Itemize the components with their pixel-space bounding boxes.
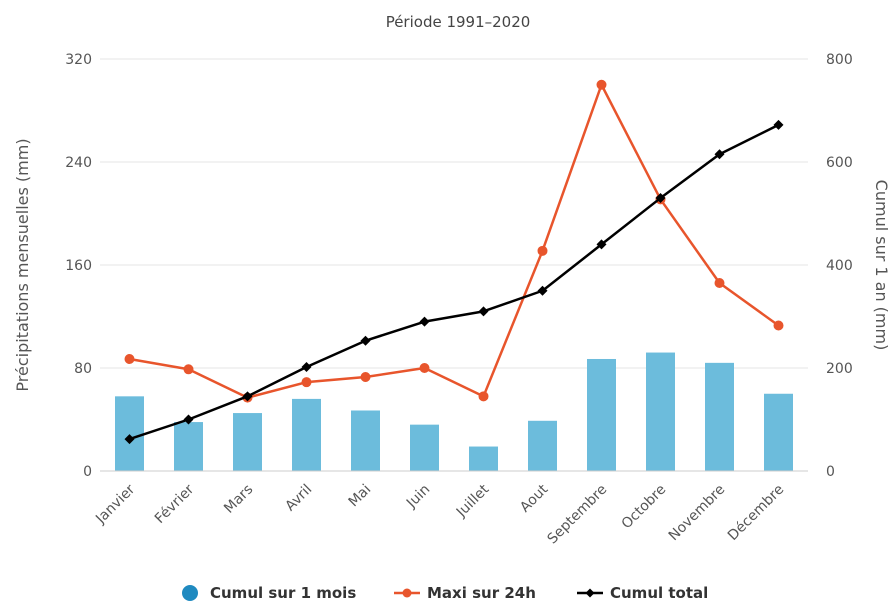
bar-series — [115, 352, 793, 471]
point-marker — [596, 79, 607, 90]
x-tick-label: Juin — [403, 482, 433, 512]
line-series — [124, 79, 784, 445]
gridlines — [100, 58, 808, 369]
point-marker — [537, 285, 548, 296]
bar — [292, 398, 321, 471]
legend-label: Maxi sur 24h — [427, 584, 536, 602]
legend-marker — [182, 585, 198, 601]
chart-title: Période 1991–2020 — [386, 13, 531, 31]
legend-marker — [585, 588, 595, 598]
y-left-tick-label: 160 — [65, 258, 92, 274]
point-marker — [301, 377, 312, 388]
bar — [764, 393, 793, 471]
x-tick-label: Septembre — [545, 482, 611, 548]
x-tick-label: Janvier — [92, 481, 138, 527]
point-marker — [596, 239, 607, 250]
bar — [705, 362, 734, 471]
y-right-tick-label: 0 — [826, 464, 835, 480]
y-left-tick-label: 80 — [74, 361, 92, 377]
series-line — [129, 83, 780, 399]
point-marker — [360, 372, 371, 383]
bar — [410, 424, 439, 471]
point-marker — [183, 364, 194, 375]
bar — [469, 446, 498, 471]
bar — [233, 413, 262, 471]
y-axis-right-ticks: 0 200 400 600 800 — [826, 52, 853, 480]
point-marker — [419, 316, 430, 327]
bar — [646, 352, 675, 471]
legend-marker — [402, 588, 412, 598]
x-axis-ticks: Janvier Février Mars Avril Mai Juin Juillet Aou… — [92, 481, 787, 547]
legend-label: Cumul total — [610, 584, 708, 602]
point-marker — [773, 119, 784, 130]
legend: Cumul sur 1 mois Maxi sur 24h Cumul total — [182, 584, 708, 602]
y-left-tick-label: 240 — [65, 155, 92, 171]
point-marker — [537, 245, 548, 256]
point-marker — [655, 193, 666, 204]
x-tick-label: Aout — [517, 481, 551, 515]
x-tick-label: Octobre — [619, 482, 670, 533]
x-tick-label: Mai — [346, 482, 375, 511]
x-tick-label: Avril — [282, 482, 315, 515]
point-marker — [124, 434, 135, 445]
y-left-tick-label: 320 — [65, 52, 92, 68]
bar — [174, 422, 203, 471]
x-tick-label: Mars — [221, 482, 256, 517]
point-marker — [301, 361, 312, 372]
x-tick-label: Juillet — [453, 481, 493, 521]
point-marker — [714, 149, 725, 160]
point-marker — [183, 414, 194, 425]
point-marker — [242, 391, 253, 402]
point-marker — [773, 320, 784, 331]
y-right-tick-label: 600 — [826, 155, 853, 171]
y-right-tick-label: 800 — [826, 52, 853, 68]
y-axis-left-ticks: 0 80 160 240 320 — [65, 52, 92, 480]
point-marker — [478, 391, 489, 402]
series-line — [129, 123, 780, 441]
y-right-tick-label: 400 — [826, 258, 853, 274]
point-marker — [360, 335, 371, 346]
bar — [115, 396, 144, 471]
y-right-tick-label: 200 — [826, 361, 853, 377]
bar — [351, 410, 380, 471]
y-axis-right-title: Cumul sur 1 an (mm) — [872, 180, 891, 351]
x-tick-label: Février — [152, 481, 198, 527]
y-left-tick-label: 0 — [83, 464, 92, 480]
x-tick-label: Décembre — [725, 482, 787, 544]
bar — [528, 420, 557, 471]
legend-label: Cumul sur 1 mois — [210, 584, 356, 602]
bar — [587, 358, 616, 471]
point-marker — [124, 353, 135, 364]
x-tick-label: Novembre — [666, 482, 729, 545]
y-axis-left-title: Précipitations mensuelles (mm) — [13, 138, 32, 391]
point-marker — [419, 363, 430, 373]
point-marker — [478, 306, 489, 317]
point-marker — [714, 278, 725, 289]
